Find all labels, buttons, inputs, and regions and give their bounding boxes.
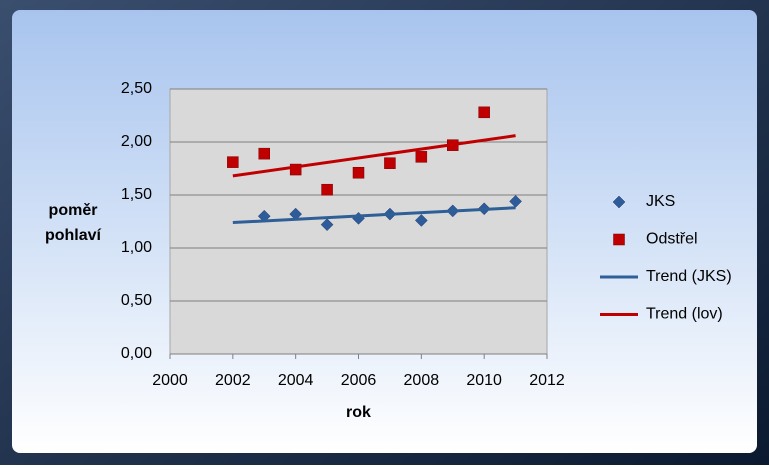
x-tick-label: 2004 — [278, 372, 314, 389]
legend-label: JKS — [646, 193, 675, 210]
point — [414, 214, 428, 227]
trend-line — [232, 134, 516, 178]
x-axis-title: rok — [346, 404, 371, 421]
point — [352, 166, 365, 179]
x-tick-label: 2008 — [404, 372, 440, 389]
point — [258, 147, 270, 160]
x-tick-label: 2006 — [341, 372, 377, 389]
y-axis-title: pohlaví — [45, 227, 102, 244]
point — [289, 163, 302, 176]
y-tick-label: 2,50 — [121, 80, 152, 97]
point — [384, 157, 396, 169]
y-tick-label: 1,00 — [121, 239, 152, 256]
legend-swatch — [613, 233, 625, 246]
point — [509, 195, 522, 208]
point — [478, 106, 490, 119]
y-tick-label: 0,00 — [121, 345, 152, 362]
legend-label: Odstřel — [646, 231, 698, 248]
point — [415, 151, 428, 163]
legend-label: Trend (JKS) — [646, 268, 732, 285]
x-tick-label: 2012 — [529, 372, 565, 389]
legend-label: Trend (lov) — [646, 306, 723, 323]
legend-swatch — [612, 195, 626, 209]
point — [227, 156, 239, 168]
y-tick-label: 1,50 — [121, 186, 152, 203]
trend-line — [232, 206, 516, 225]
y-axis-title: poměr — [49, 202, 98, 219]
point — [321, 183, 333, 196]
x-tick-label: 2000 — [152, 372, 188, 389]
y-tick-label: 2,00 — [121, 133, 152, 150]
y-tick-label: 0,50 — [121, 292, 152, 309]
x-tick-label: 2010 — [466, 372, 502, 389]
x-tick-label: 2002 — [215, 372, 251, 389]
point — [320, 218, 334, 232]
